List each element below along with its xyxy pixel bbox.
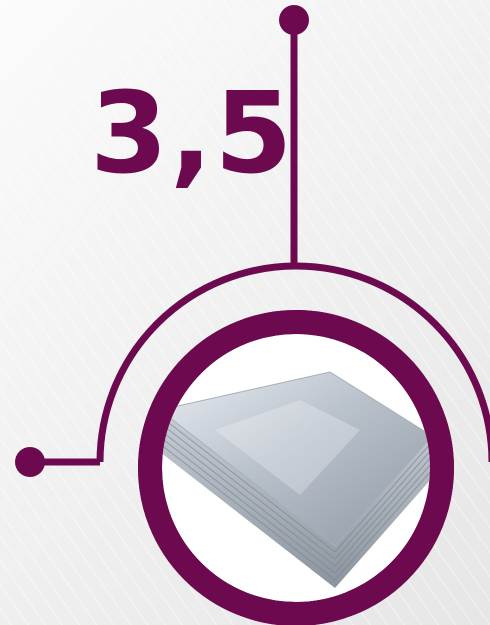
left-connector-dot xyxy=(15,447,45,477)
top-connector-dot xyxy=(279,5,309,35)
outer-arc xyxy=(96,262,490,463)
thickness-value: 3,5 xyxy=(90,69,295,199)
